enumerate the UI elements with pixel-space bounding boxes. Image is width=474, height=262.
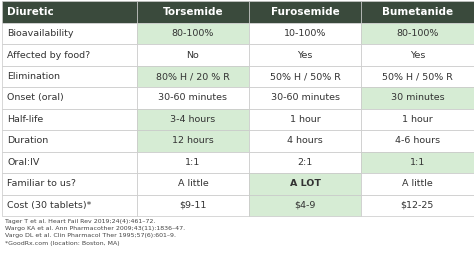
Bar: [361, 109, 474, 130]
Text: 4-6 hours: 4-6 hours: [395, 137, 440, 145]
Text: 1:1: 1:1: [410, 158, 425, 167]
Bar: [249, 195, 361, 216]
Text: Diuretic: Diuretic: [7, 7, 54, 17]
Bar: [137, 66, 249, 87]
Text: Cost (30 tablets)*: Cost (30 tablets)*: [7, 201, 91, 210]
Text: Half-life: Half-life: [7, 115, 43, 124]
Text: Vargo DL et al. Clin Pharmacol Ther 1995;57(6):601–9.: Vargo DL et al. Clin Pharmacol Ther 1995…: [5, 233, 176, 238]
Text: 1 hour: 1 hour: [402, 115, 433, 124]
Bar: [137, 152, 249, 173]
Text: $4-9: $4-9: [294, 201, 316, 210]
Bar: [249, 152, 361, 173]
Bar: [249, 173, 361, 195]
Bar: [2, 87, 137, 109]
Text: 3-4 hours: 3-4 hours: [170, 115, 216, 124]
Text: 30-60 minutes: 30-60 minutes: [158, 94, 228, 102]
Bar: [137, 109, 249, 130]
Bar: [137, 23, 249, 44]
Text: 1:1: 1:1: [185, 158, 201, 167]
Bar: [361, 66, 474, 87]
Bar: [361, 173, 474, 195]
Text: Tager T et al. Heart Fail Rev 2019;24(4):461–72.: Tager T et al. Heart Fail Rev 2019;24(4)…: [5, 219, 155, 224]
Bar: [249, 1, 361, 23]
Text: Wargo KA et al. Ann Pharmacother 2009;43(11):1836–47.: Wargo KA et al. Ann Pharmacother 2009;43…: [5, 226, 185, 231]
Text: Familiar to us?: Familiar to us?: [7, 179, 76, 188]
Text: Torsemide: Torsemide: [163, 7, 223, 17]
Text: 80% H / 20 % R: 80% H / 20 % R: [156, 72, 230, 81]
Bar: [2, 130, 137, 152]
Bar: [361, 87, 474, 109]
Text: A LOT: A LOT: [290, 179, 320, 188]
Bar: [137, 130, 249, 152]
Text: 80-100%: 80-100%: [396, 29, 438, 38]
Bar: [2, 173, 137, 195]
Text: 30-60 minutes: 30-60 minutes: [271, 94, 340, 102]
Bar: [361, 195, 474, 216]
Text: Bioavailability: Bioavailability: [7, 29, 73, 38]
Bar: [137, 44, 249, 66]
Text: Yes: Yes: [410, 51, 425, 59]
Text: Elimination: Elimination: [7, 72, 60, 81]
Text: Bumetanide: Bumetanide: [382, 7, 453, 17]
Bar: [361, 23, 474, 44]
Bar: [2, 44, 137, 66]
Text: Furosemide: Furosemide: [271, 7, 339, 17]
Bar: [249, 87, 361, 109]
Bar: [361, 1, 474, 23]
Text: Duration: Duration: [7, 137, 48, 145]
Bar: [2, 1, 137, 23]
Bar: [2, 195, 137, 216]
Bar: [249, 66, 361, 87]
Text: No: No: [187, 51, 199, 59]
Bar: [249, 109, 361, 130]
Text: 12 hours: 12 hours: [172, 137, 214, 145]
Bar: [249, 130, 361, 152]
Bar: [249, 23, 361, 44]
Bar: [361, 152, 474, 173]
Text: 50% H / 50% R: 50% H / 50% R: [382, 72, 453, 81]
Bar: [2, 23, 137, 44]
Bar: [137, 195, 249, 216]
Text: 50% H / 50% R: 50% H / 50% R: [270, 72, 341, 81]
Text: *GoodRx.com (location: Boston, MA): *GoodRx.com (location: Boston, MA): [5, 241, 119, 246]
Text: Affected by food?: Affected by food?: [7, 51, 91, 59]
Text: 10-100%: 10-100%: [284, 29, 326, 38]
Text: Onset (oral): Onset (oral): [7, 94, 64, 102]
Bar: [137, 87, 249, 109]
Text: 4 hours: 4 hours: [287, 137, 323, 145]
Text: 1 hour: 1 hour: [290, 115, 320, 124]
Text: 2:1: 2:1: [298, 158, 313, 167]
Text: 30 minutes: 30 minutes: [391, 94, 444, 102]
Text: A little: A little: [402, 179, 433, 188]
Text: $9-11: $9-11: [179, 201, 207, 210]
Text: A little: A little: [178, 179, 208, 188]
Bar: [361, 44, 474, 66]
Bar: [2, 66, 137, 87]
Bar: [137, 1, 249, 23]
Bar: [361, 130, 474, 152]
Text: $12-25: $12-25: [401, 201, 434, 210]
Bar: [249, 44, 361, 66]
Text: Yes: Yes: [298, 51, 313, 59]
Bar: [2, 152, 137, 173]
Bar: [137, 173, 249, 195]
Text: 80-100%: 80-100%: [172, 29, 214, 38]
Bar: [2, 109, 137, 130]
Text: Oral:IV: Oral:IV: [7, 158, 39, 167]
